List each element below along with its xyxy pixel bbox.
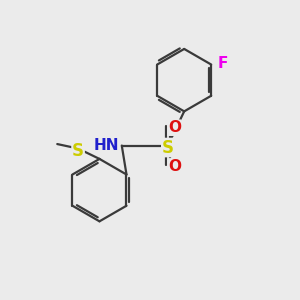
- Text: O: O: [168, 120, 181, 135]
- Text: F: F: [218, 56, 228, 71]
- Text: S: S: [162, 139, 174, 157]
- Text: HN: HN: [93, 138, 119, 153]
- Text: O: O: [168, 159, 181, 174]
- Text: S: S: [72, 142, 84, 160]
